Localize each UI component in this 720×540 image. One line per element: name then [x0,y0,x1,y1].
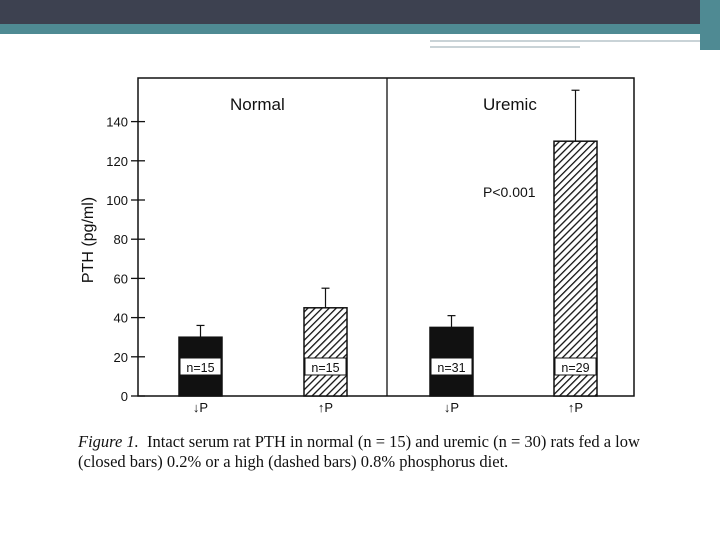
bar [303,307,348,397]
x-tick-label: ↑P [318,400,333,415]
pth-bar-chart: PTH (pg/ml) P<0.001 0 20 40 60 80 100 120 140 N… [80,77,635,415]
y-tick-label: 140 [106,115,128,130]
y-tick-label: 40 [114,311,128,326]
n-label-box [554,357,597,376]
y-axis-label: PTH (pg/ml) [80,197,97,283]
n-label-box [430,357,473,376]
group-label: Normal [230,95,285,114]
n-label-box [179,357,222,376]
bar [553,140,598,397]
group-label: Uremic [483,95,537,114]
slide-accent-bar [0,24,720,34]
y-tick-label: 120 [106,154,128,169]
annotation-p-value: P<0.001 [483,184,536,200]
x-tick-label: ↓P [193,400,208,415]
figure-caption: Figure 1. Intact serum rat PTH in normal… [78,432,648,472]
x-tick-label: ↓P [444,400,459,415]
plot-frame [137,77,635,397]
y-tick-label: 20 [114,350,128,365]
y-tick-label: 0 [121,389,128,404]
n-label-box [304,357,347,376]
n-label: n=15 [311,361,339,375]
n-label: n=29 [561,361,589,375]
slide-top-bar [0,0,720,24]
x-tick-label: ↑P [568,400,583,415]
y-tick-label: 100 [106,193,128,208]
y-tick-label: 80 [114,232,128,247]
caption-text: Intact serum rat PTH in normal (n = 15) … [78,432,640,471]
slide-accent-line [430,40,700,42]
slide-corner-accent [700,0,720,50]
figure-label: Figure 1. [78,432,139,451]
y-tick-label: 60 [114,271,128,286]
n-label: n=15 [186,361,214,375]
n-label: n=31 [437,361,465,375]
slide-accent-line [430,46,580,48]
